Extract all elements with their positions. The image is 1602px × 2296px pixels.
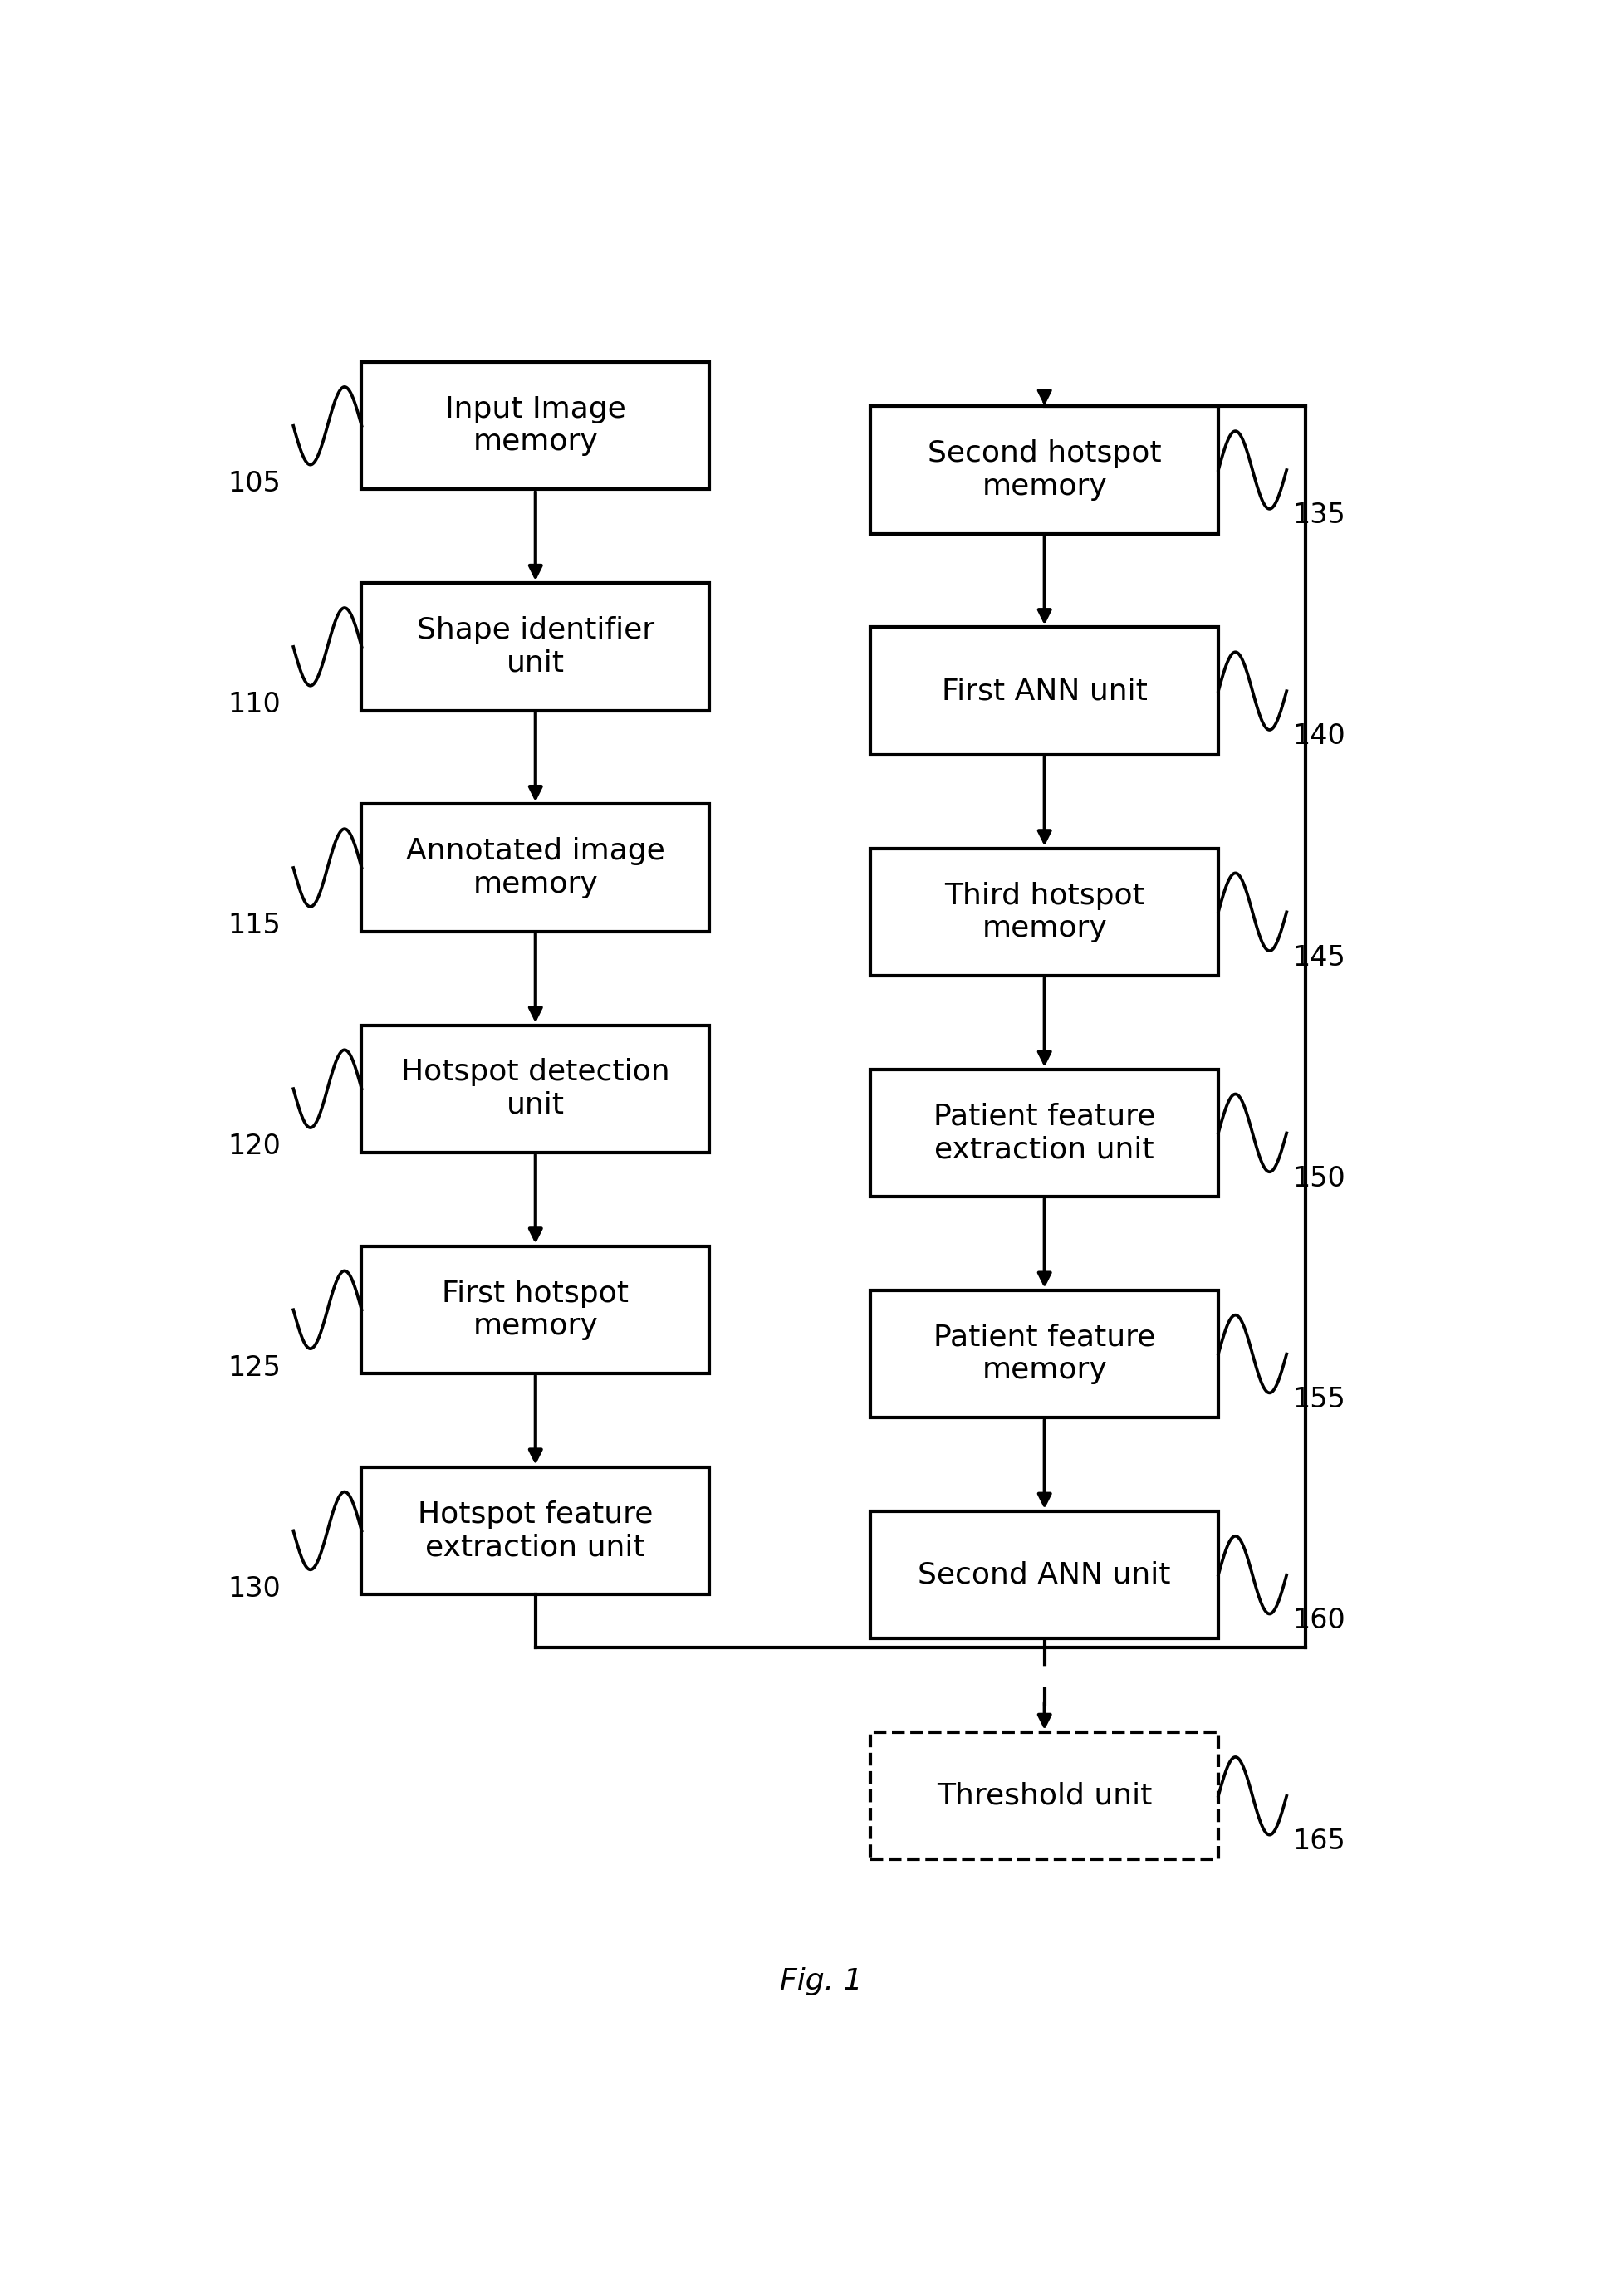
Text: 120: 120: [227, 1132, 280, 1159]
Text: First ANN unit: First ANN unit: [942, 677, 1147, 705]
FancyBboxPatch shape: [871, 1290, 1219, 1417]
FancyBboxPatch shape: [362, 583, 710, 709]
Text: 145: 145: [1293, 944, 1346, 971]
FancyBboxPatch shape: [871, 406, 1219, 533]
Text: 140: 140: [1293, 723, 1346, 751]
Text: Third hotspot
memory: Third hotspot memory: [945, 882, 1144, 941]
Text: Fig. 1: Fig. 1: [780, 1968, 862, 1995]
Text: Annotated image
memory: Annotated image memory: [405, 838, 665, 898]
Text: Second hotspot
memory: Second hotspot memory: [928, 439, 1161, 501]
FancyBboxPatch shape: [871, 1731, 1219, 1860]
FancyBboxPatch shape: [362, 1024, 710, 1153]
Text: 150: 150: [1293, 1164, 1346, 1192]
FancyBboxPatch shape: [362, 1247, 710, 1373]
Text: Hotspot detection
unit: Hotspot detection unit: [400, 1058, 670, 1118]
Text: 155: 155: [1293, 1387, 1346, 1412]
Text: 110: 110: [227, 691, 280, 719]
Text: 130: 130: [227, 1575, 280, 1603]
Text: First hotspot
memory: First hotspot memory: [442, 1279, 630, 1341]
Text: Patient feature
extraction unit: Patient feature extraction unit: [934, 1102, 1155, 1164]
Text: Threshold unit: Threshold unit: [937, 1782, 1152, 1809]
FancyBboxPatch shape: [871, 627, 1219, 755]
Text: Second ANN unit: Second ANN unit: [918, 1561, 1171, 1589]
FancyBboxPatch shape: [871, 1511, 1219, 1639]
FancyBboxPatch shape: [362, 804, 710, 932]
Text: 135: 135: [1293, 503, 1346, 528]
Text: 115: 115: [227, 912, 280, 939]
Text: Patient feature
memory: Patient feature memory: [934, 1322, 1155, 1384]
Text: 105: 105: [227, 471, 280, 498]
FancyBboxPatch shape: [871, 1070, 1219, 1196]
FancyBboxPatch shape: [362, 363, 710, 489]
FancyBboxPatch shape: [871, 847, 1219, 976]
Text: Input Image
memory: Input Image memory: [445, 395, 626, 457]
Text: Shape identifier
unit: Shape identifier unit: [417, 615, 654, 677]
FancyBboxPatch shape: [362, 1467, 710, 1593]
Text: 125: 125: [227, 1355, 280, 1382]
Text: 160: 160: [1293, 1607, 1346, 1635]
Text: Hotspot feature
extraction unit: Hotspot feature extraction unit: [418, 1499, 654, 1561]
Text: 165: 165: [1293, 1828, 1346, 1855]
